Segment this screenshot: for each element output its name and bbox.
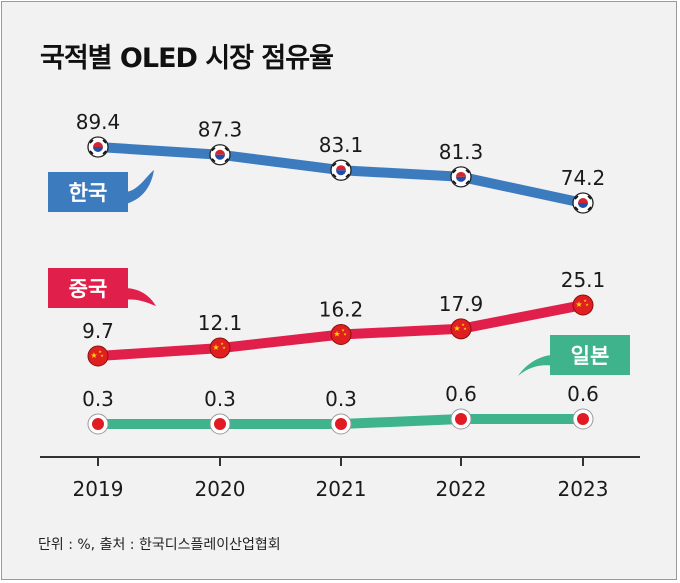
korea-flag-marker: [450, 166, 472, 188]
korea-flag-marker: [87, 136, 109, 158]
series-korea: 89.4 87.3 83.1 81.3 74.2: [76, 110, 606, 214]
china-flag-marker: ★ ★★: [330, 323, 352, 345]
japan-flag-marker: [209, 413, 231, 435]
svg-text:★: ★: [575, 300, 582, 309]
series-china: ★ ★★9.7★ ★★12.1 ★ ★★16.2★ ★★17.9 ★ ★★25.1: [82, 268, 606, 367]
china-flag-marker: ★ ★★: [450, 318, 472, 340]
china-flag-marker: ★ ★★: [209, 337, 231, 359]
svg-text:★: ★: [90, 351, 97, 360]
svg-text:★: ★: [212, 343, 219, 352]
legend-tag-korea: 한국: [48, 170, 154, 212]
data-label-japan: 0.6: [567, 382, 599, 406]
data-label-korea: 89.4: [76, 110, 121, 134]
svg-text:★: ★: [341, 327, 345, 332]
x-tick-label: 2020: [195, 477, 246, 501]
data-label-china: 17.9: [439, 292, 484, 316]
svg-text:★: ★: [463, 326, 467, 331]
japan-flag-marker: [330, 413, 352, 435]
data-label-china: 16.2: [319, 297, 364, 321]
china-flag-marker: ★ ★★: [572, 294, 594, 316]
svg-text:★: ★: [453, 324, 460, 333]
data-label-china: 9.7: [82, 319, 114, 343]
legend-label: 중국: [69, 277, 108, 301]
data-label-japan: 0.6: [445, 382, 477, 406]
korea-flag-marker: [330, 159, 352, 181]
svg-text:★: ★: [98, 349, 102, 354]
japan-flag-marker: [572, 408, 594, 430]
x-tick-label: 2022: [436, 477, 487, 501]
svg-text:★: ★: [343, 331, 347, 336]
legend-label: 한국: [69, 181, 108, 205]
data-label-japan: 0.3: [325, 387, 357, 411]
svg-text:★: ★: [585, 302, 589, 307]
series-japan: 0.3 0.3 0.3 0.6 0.6: [82, 382, 599, 435]
svg-text:★: ★: [222, 345, 226, 350]
svg-text:★: ★: [461, 322, 465, 327]
data-label-korea: 74.2: [561, 166, 606, 190]
japan-flag-marker: [450, 408, 472, 430]
legend-label: 일본: [571, 344, 610, 368]
legend-tag-china: 중국: [48, 268, 156, 308]
svg-text:★: ★: [220, 341, 224, 346]
x-tick-label: 2023: [558, 477, 609, 501]
data-label-japan: 0.3: [204, 387, 236, 411]
chart-title: 국적별 OLED 시장 점유율: [40, 43, 334, 74]
svg-text:★: ★: [583, 298, 587, 303]
data-label-korea: 81.3: [439, 140, 484, 164]
data-label-china: 12.1: [198, 311, 243, 335]
x-tick-label: 2019: [73, 477, 124, 501]
legend-tag-japan: 일본: [518, 335, 630, 376]
svg-text:★: ★: [100, 353, 104, 358]
korea-flag-marker: [572, 192, 594, 214]
data-label-japan: 0.3: [82, 387, 114, 411]
data-label-korea: 83.1: [319, 133, 364, 157]
source-footnote: 단위 : %, 출처 : 한국디스플레이산업협회: [38, 537, 281, 553]
x-tick-label: 2021: [316, 477, 367, 501]
data-label-korea: 87.3: [198, 118, 243, 142]
china-flag-marker: ★ ★★: [87, 345, 109, 367]
korea-flag-marker: [209, 144, 231, 166]
japan-flag-marker: [87, 413, 109, 435]
data-label-china: 25.1: [561, 268, 606, 292]
svg-text:★: ★: [333, 329, 340, 338]
